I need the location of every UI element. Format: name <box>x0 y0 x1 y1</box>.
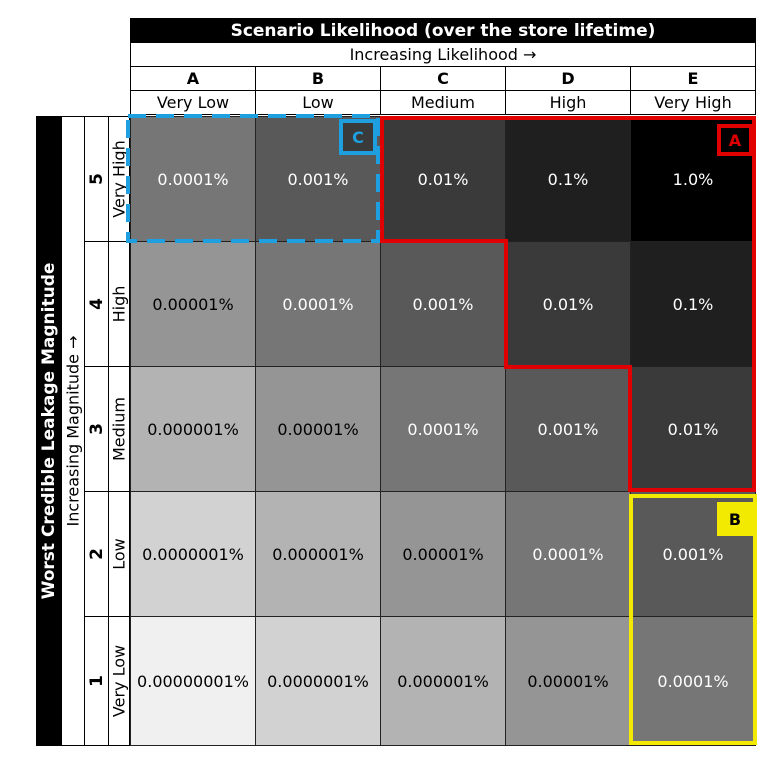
column-label: Medium <box>381 90 505 115</box>
matrix-cell-3c: 0.0001% <box>380 366 506 492</box>
column-letter: B <box>311 69 325 88</box>
region-a-label: A <box>717 124 753 156</box>
matrix-cell-4d: 0.01% <box>505 241 631 367</box>
region-c-label: C <box>339 119 377 155</box>
matrix-cell-3a: 0.000001% <box>130 366 256 492</box>
matrix-cell-2c: 0.00001% <box>380 491 506 617</box>
matrix-cell-1d: 0.00001% <box>505 616 631 746</box>
column-letter: C <box>437 69 449 88</box>
matrix-cell-1e: 0.0001% <box>630 616 756 746</box>
matrix-cell-1a: 0.00000001% <box>130 616 256 746</box>
matrix-cell-2b: 0.000001% <box>255 491 381 617</box>
magnitude-axis-title: Worst Credible Leakage Magnitude <box>39 262 59 600</box>
region-b-label: B <box>717 502 753 536</box>
magnitude-axis-subtitle: Increasing Magnitude → <box>63 335 83 527</box>
column-label: High <box>506 90 630 115</box>
magnitude-axis-title-bar: Worst Credible Leakage Magnitude <box>36 116 62 746</box>
likelihood-axis-title: Scenario Likelihood (over the store life… <box>130 18 756 43</box>
column-letter: D <box>561 69 575 88</box>
column-label: Low <box>256 90 380 115</box>
matrix-cell-4c: 0.001% <box>380 241 506 367</box>
column-header-c: C Medium <box>380 67 506 115</box>
matrix-cell-2a: 0.0000001% <box>130 491 256 617</box>
column-label: Very Low <box>131 90 255 115</box>
column-header-a: A Very Low <box>130 67 256 115</box>
row-label-5: Very High <box>108 116 130 242</box>
row-label-1: Very Low <box>108 616 130 746</box>
matrix-cell-3d: 0.001% <box>505 366 631 492</box>
matrix-cell-5c: 0.01% <box>380 116 506 242</box>
row-number-1: 1 <box>84 616 108 746</box>
column-letter: E <box>687 69 699 88</box>
column-label: Very High <box>631 90 755 115</box>
matrix-cell-3e: 0.01% <box>630 366 756 492</box>
matrix-cell-3b: 0.00001% <box>255 366 381 492</box>
row-number-3: 3 <box>84 366 108 492</box>
column-letter: A <box>186 69 200 88</box>
matrix-cell-1b: 0.0000001% <box>255 616 381 746</box>
matrix-cell-4a: 0.00001% <box>130 241 256 367</box>
matrix-cell-5a: 0.0001% <box>130 116 256 242</box>
matrix-cell-4e: 0.1% <box>630 241 756 367</box>
row-number-4: 4 <box>84 241 108 367</box>
row-label-4: High <box>108 241 130 367</box>
row-number-2: 2 <box>84 491 108 617</box>
column-header-e: E Very High <box>630 67 756 115</box>
matrix-cell-2d: 0.0001% <box>505 491 631 617</box>
matrix-cell-4b: 0.0001% <box>255 241 381 367</box>
row-label-3: Medium <box>108 366 130 492</box>
likelihood-axis-subtitle: Increasing Likelihood → <box>130 43 756 67</box>
row-number-5: 5 <box>84 116 108 242</box>
matrix-cell-5d: 0.1% <box>505 116 631 242</box>
magnitude-axis-subtitle-bar: Increasing Magnitude → <box>62 116 84 746</box>
matrix-cell-1c: 0.000001% <box>380 616 506 746</box>
column-header-b: B Low <box>255 67 381 115</box>
column-header-d: D High <box>505 67 631 115</box>
row-label-2: Low <box>108 491 130 617</box>
